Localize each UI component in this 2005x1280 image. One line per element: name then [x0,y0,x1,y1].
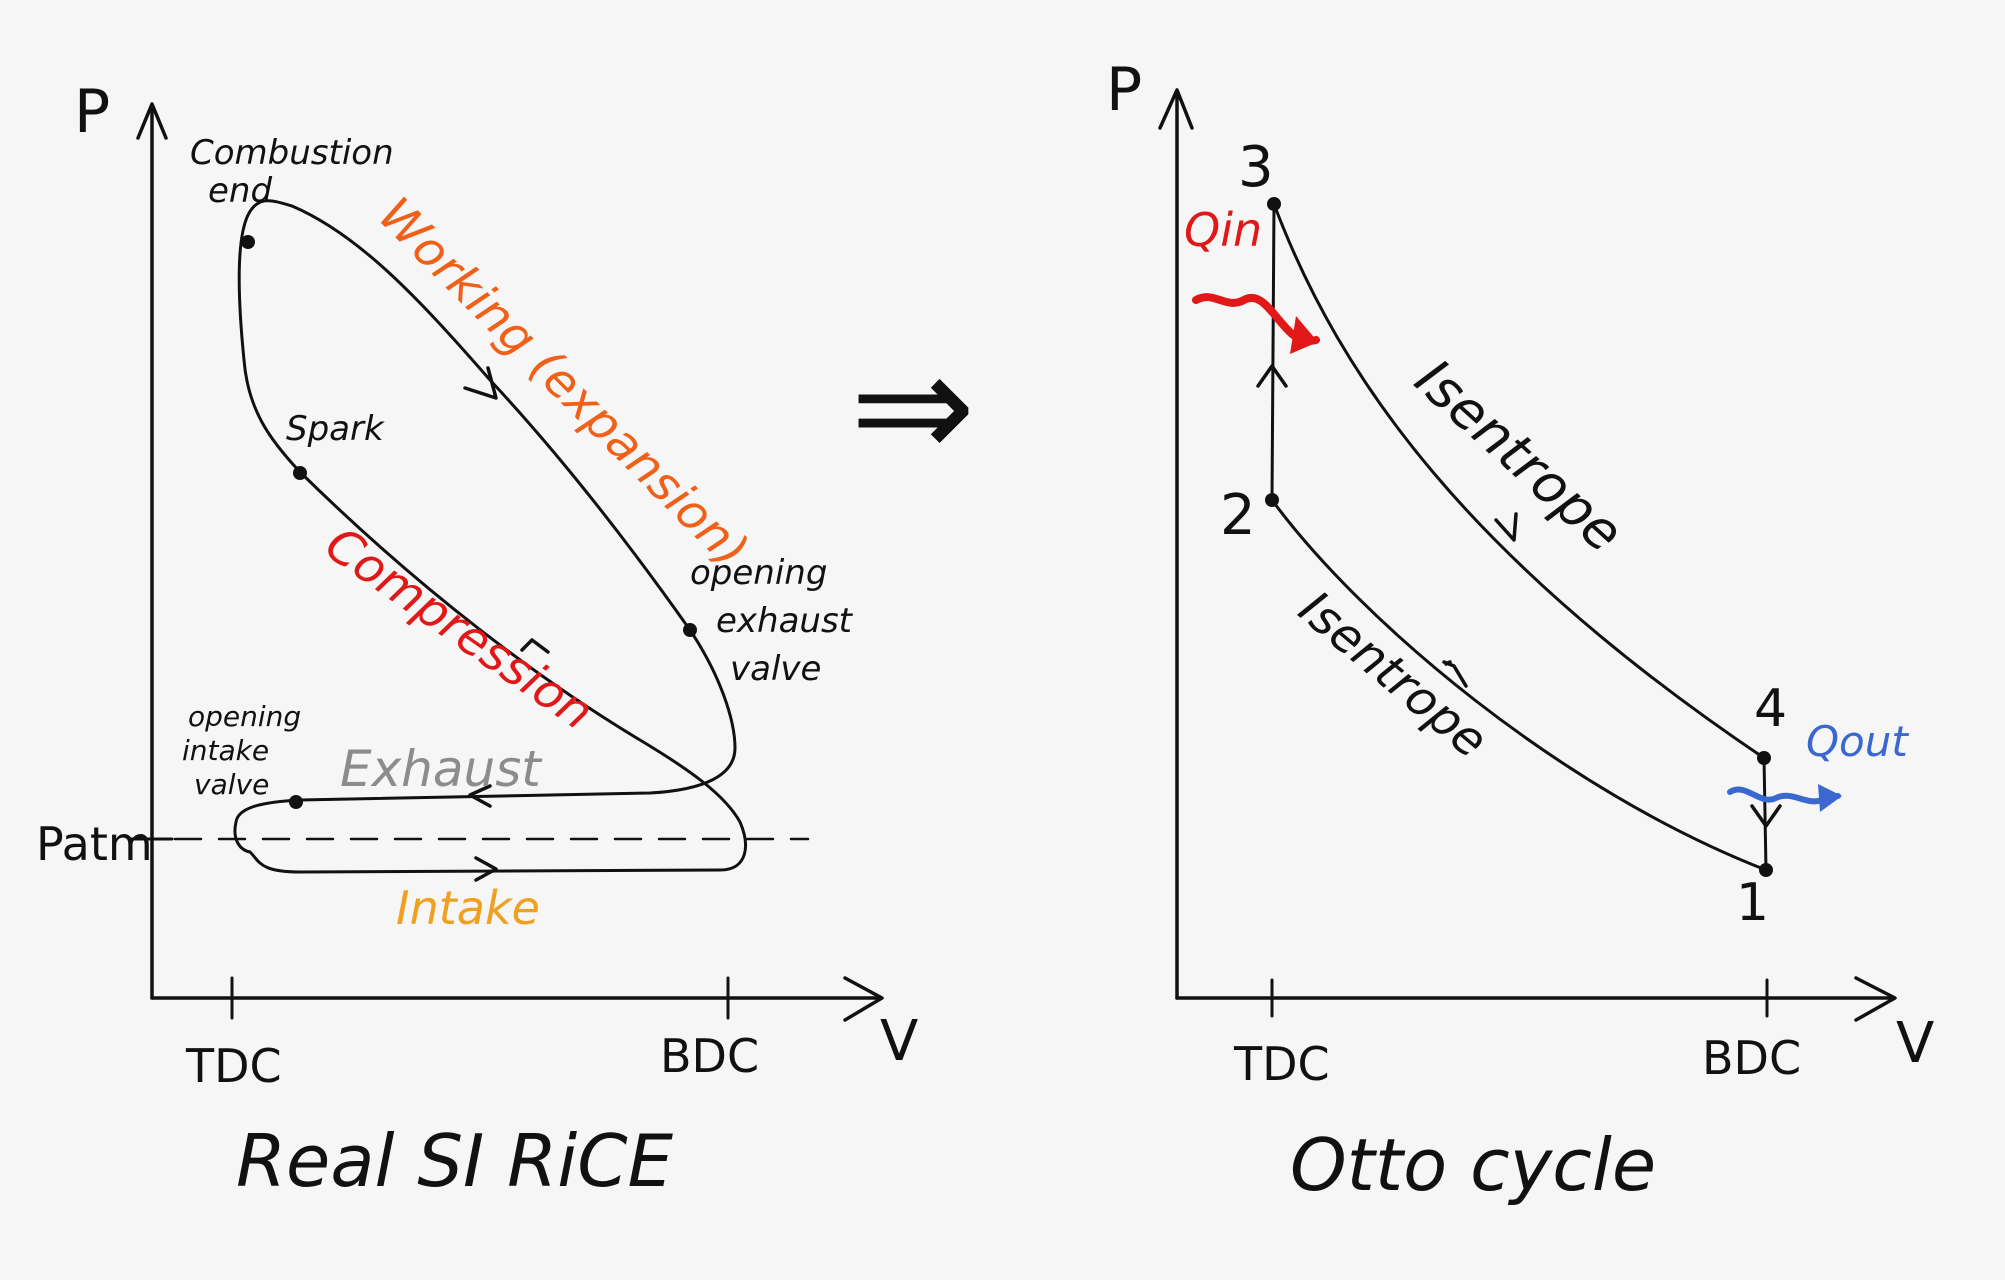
otto-point-1 [1759,863,1773,877]
right-y-axis-arrowhead [1158,88,1194,130]
right-y-axis-label: P [1106,55,1142,125]
arrow-heat-addition-direction [1256,364,1288,388]
otto-compression-isentrope [1270,498,1768,872]
right-x-axis-label: V [1896,1011,1934,1076]
point-combustion-end [241,235,255,249]
point-spark [293,466,307,480]
arrow-exhaust-direction [468,784,492,808]
real-cycle-diagram: P V TDC BDC Patm Combustion end Spark op… [36,77,918,1203]
isentrope-lower-label: Isentrope [1288,580,1498,769]
point-opening-exhaust [683,623,697,637]
opening-exhaust-label-line1: opening [690,553,827,593]
otto-cycle-diagram: P V TDC BDC 3 2 4 1 Qin Qout Isentrope I… [1106,55,1934,1207]
left-x-axis-label: V [880,1009,918,1074]
patm-label: Patm [36,817,153,871]
opening-exhaust-label-line3: valve [730,649,821,689]
otto-point-3-label: 3 [1238,135,1274,200]
left-tick-bdc-label: BDC [660,1029,759,1083]
otto-heat-addition-line [1270,202,1276,502]
combustion-end-label-line1: Combustion [190,133,394,173]
arrow-expansion-direction [1494,512,1518,542]
otto-cycle-title: Otto cycle [1290,1123,1656,1207]
opening-intake-label-line3: valve [194,768,269,801]
qin-arrowhead [1290,316,1318,354]
exhaust-label: Exhaust [340,740,543,798]
point-opening-intake [289,795,303,809]
right-x-axis-arrowhead [1854,976,1897,1022]
otto-point-2-label: 2 [1220,483,1256,548]
arrow-working-direction [463,366,498,400]
otto-expansion-isentrope [1272,202,1766,760]
left-tick-tdc-label: TDC [185,1039,282,1093]
arrow-compression-direction-otto [1442,660,1468,688]
compression-label: Compression [315,516,603,741]
spark-label: Spark [286,409,385,449]
real-cycle-loop [233,199,747,874]
combustion-end-label-line2: end [208,171,272,211]
opening-intake-label-line2: intake [182,734,269,767]
right-tick-bdc-label: BDC [1702,1031,1801,1085]
intake-label: Intake [396,881,540,935]
right-tick-tdc-label: TDC [1233,1037,1330,1091]
arrow-compression-direction [520,638,550,654]
big-implies-arrow: ⇒ [850,320,976,494]
otto-point-4-label: 4 [1754,679,1787,739]
opening-exhaust-label-line2: exhaust [716,601,854,641]
real-cycle-title: Real SI RiCE [236,1119,673,1203]
arrow-heat-rejection-direction [1750,804,1782,828]
qout-label: Qout [1806,717,1909,766]
working-expansion-label: Working (expansion) [368,187,760,579]
left-x-axis-arrowhead [843,976,884,1022]
otto-heat-rejection-line [1762,756,1768,872]
opening-intake-label-line1: opening [188,700,301,733]
qin-label: Qin [1184,203,1262,257]
otto-point-2 [1265,493,1279,507]
left-y-axis-arrowhead [136,102,168,140]
isentrope-upper-label: Isentrope [1403,347,1635,565]
arrow-intake-direction [474,856,498,882]
otto-point-3 [1267,197,1281,211]
qout-arrowhead [1818,784,1842,812]
otto-point-1-label: 1 [1736,873,1769,933]
left-y-axis-label: P [74,77,110,147]
otto-point-4 [1757,751,1771,765]
